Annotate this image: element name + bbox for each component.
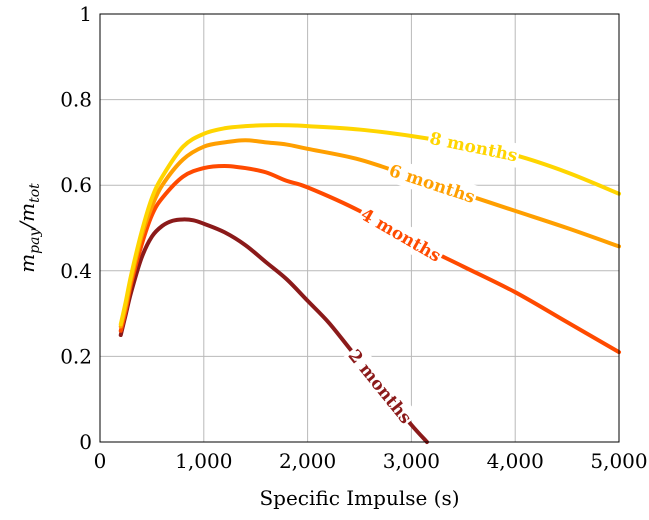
series-line [118,217,429,444]
tick-labels: 0 1,000 2,000 3,000 4,000 5,000 0 0.2 0.4 0.6 0.8 1 [60,2,647,473]
series-label-bg [384,157,480,210]
x-tick-label: 5,000 [590,449,647,473]
y-axis-label-sub1: pay [27,228,43,254]
y-axis-label-slash: /m [15,203,39,231]
y-axis-label-main: m [15,254,39,273]
series-label: 6 months [384,157,480,210]
series-label-text: 6 months [386,161,477,208]
y-tick-label: 0 [79,430,92,454]
x-tick-label: 1,000 [175,449,232,473]
y-tick-label: 0.2 [60,344,92,368]
series-lines [118,123,621,444]
series-line [118,163,621,355]
series-label-bg [426,125,522,168]
series-label-bg [355,201,447,269]
y-tick-label: 0.8 [60,88,92,112]
y-tick-label: 0.6 [60,173,92,197]
x-tick-label: 4,000 [487,449,544,473]
y-axis-label-sub2: tot [27,183,43,203]
y-tick-label: 0.4 [60,259,92,283]
series-line [118,138,621,329]
y-tick-label: 1 [79,2,92,26]
series-label-bg [342,343,419,430]
series-label-text: 4 months [357,205,444,267]
series-label: 4 months [355,201,447,269]
x-tick-label: 0 [94,449,107,473]
x-tick-label: 2,000 [279,449,336,473]
series-label-text: 2 months [344,346,416,428]
series-label: 8 months [426,125,522,168]
plot-frame [99,13,620,443]
y-axis-label: mpay/mtot [15,183,43,273]
x-tick-label: 3,000 [383,449,440,473]
x-axis-label: Specific Impulse (s) [259,486,459,510]
